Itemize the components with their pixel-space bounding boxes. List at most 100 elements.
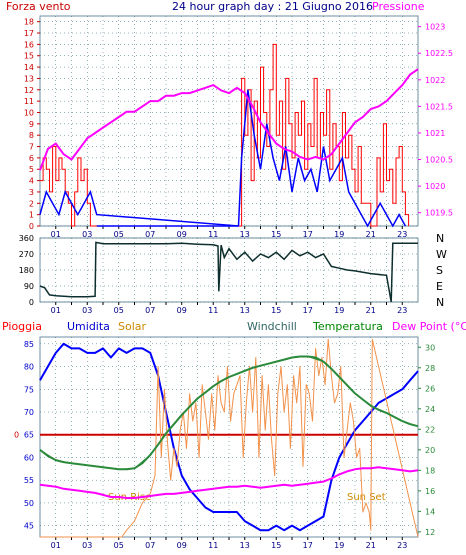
- hour-tick-label: 05: [114, 306, 124, 315]
- hour-tick-label: 03: [82, 541, 92, 550]
- rain-value-label: 0: [14, 431, 19, 440]
- wind-average-line: [39, 89, 407, 228]
- wind-speed-tick-label: 6: [29, 154, 34, 163]
- hour-tick-label: 17: [303, 306, 313, 315]
- hour-tick-label: 13: [240, 306, 250, 315]
- sunset-label: Sun Set: [347, 492, 386, 503]
- humidity-tick-label: 60: [24, 453, 34, 462]
- direction-tick-label: 360: [19, 234, 34, 243]
- solar-label: Solar: [118, 320, 147, 333]
- hour-tick-label: 01: [51, 306, 61, 315]
- pressure-tick-label: 1022: [425, 76, 445, 85]
- hour-tick-label: 11: [208, 306, 218, 315]
- hour-tick-label: 23: [397, 306, 407, 315]
- compass-label: N: [436, 232, 444, 245]
- hour-tick-label: 15: [271, 306, 281, 315]
- humidity-line: [39, 342, 419, 532]
- pressure-tick-label: 1019.5: [425, 209, 453, 218]
- compass-label: N: [436, 296, 444, 309]
- pioggia-label: Pioggia: [2, 320, 42, 333]
- temperatura-label: Temperatura: [312, 320, 383, 333]
- hour-tick-label: 21: [366, 306, 376, 315]
- pressure-line: [39, 68, 419, 171]
- wind-speed-tick-label: 10: [24, 108, 34, 117]
- hour-tick-label: 19: [334, 306, 344, 315]
- wind-speed-tick-label: 8: [29, 131, 34, 140]
- humidity-tick-label: 65: [24, 431, 34, 440]
- wind-direction-line: [39, 241, 418, 303]
- hour-tick-label: 11: [208, 541, 218, 550]
- wind-speed-tick-label: 15: [24, 52, 34, 61]
- hour-tick-label: 09: [177, 306, 187, 315]
- hour-tick-label: 07: [145, 230, 155, 239]
- temperature-tick-label: 24: [425, 405, 435, 414]
- hour-tick-label: 05: [114, 230, 124, 239]
- temperature-tick-label: 26: [425, 384, 435, 393]
- humidity-tick-label: 85: [24, 340, 34, 349]
- hour-tick-label: 11: [208, 230, 218, 239]
- wind-speed-tick-label: 17: [24, 29, 34, 38]
- direction-tick-label: 90: [24, 282, 34, 291]
- wind-speed-tick-label: 7: [29, 143, 34, 152]
- hour-tick-label: 13: [240, 541, 250, 550]
- temperature-tick-label: 16: [425, 487, 435, 496]
- wind-speed-tick-label: 3: [29, 188, 34, 197]
- hour-tick-label: 03: [82, 230, 92, 239]
- umidita-label: Umidita: [67, 320, 110, 333]
- pressure-tick-label: 1021.5: [425, 102, 453, 111]
- temperature-tick-label: 30: [425, 343, 435, 352]
- wind-force-title: Forza vento: [6, 0, 71, 13]
- hour-tick-label: 07: [145, 541, 155, 550]
- humidity-tick-label: 70: [24, 408, 34, 417]
- hour-tick-label: 09: [177, 230, 187, 239]
- pressure-tick-label: 1021: [425, 129, 445, 138]
- wind-speed-tick-label: 0: [29, 222, 34, 231]
- hour-tick-label: 15: [271, 541, 281, 550]
- humidity-tick-label: 45: [24, 522, 34, 531]
- hour-tick-label: 19: [334, 230, 344, 239]
- graph-date-title: 24 hour graph day : 21 Giugno 2016: [172, 0, 373, 13]
- windchill-label: Windchill: [247, 320, 297, 333]
- wind-speed-tick-label: 1: [29, 211, 34, 220]
- wind-speed-tick-label: 4: [29, 177, 34, 186]
- hour-tick-label: 03: [82, 306, 92, 315]
- pressure-tick-label: 1020.5: [425, 156, 453, 165]
- wind-speed-tick-label: 9: [29, 120, 34, 129]
- humidity-tick-label: 75: [24, 385, 34, 394]
- temperature-tick-label: 20: [425, 446, 435, 455]
- hour-tick-label: 01: [51, 541, 61, 550]
- hour-tick-label: 17: [303, 541, 313, 550]
- wind-speed-tick-label: 11: [24, 97, 34, 106]
- hour-tick-label: 09: [177, 541, 187, 550]
- hour-tick-label: 15: [271, 230, 281, 239]
- humidity-tick-label: 50: [24, 499, 34, 508]
- hour-tick-label: 13: [240, 230, 250, 239]
- wind-speed-tick-label: 12: [24, 86, 34, 95]
- compass-label: W: [436, 248, 447, 261]
- humidity-tick-label: 80: [24, 363, 34, 372]
- hour-tick-label: 05: [114, 541, 124, 550]
- direction-tick-label: 0: [29, 298, 34, 307]
- wind-speed-tick-label: 5: [29, 165, 34, 174]
- temperature-line: [39, 356, 419, 470]
- direction-tick-label: 180: [19, 266, 34, 275]
- wind-speed-tick-label: 14: [24, 63, 34, 72]
- temperature-tick-label: 18: [425, 466, 435, 475]
- compass-label: E: [436, 280, 443, 293]
- wind-speed-tick-label: 13: [24, 74, 34, 83]
- hour-tick-label: 21: [366, 230, 376, 239]
- hour-tick-label: 01: [51, 230, 61, 239]
- hour-tick-label: 17: [303, 230, 313, 239]
- hour-tick-label: 19: [334, 541, 344, 550]
- compass-label: S: [436, 264, 443, 277]
- wind-speed-tick-label: 18: [24, 18, 34, 27]
- wind-gust-line: [40, 43, 410, 227]
- humidity-tick-label: 55: [24, 476, 34, 485]
- hour-tick-label: 23: [397, 230, 407, 239]
- dewpoint-line: [39, 466, 419, 499]
- wind-speed-tick-label: 2: [29, 199, 34, 208]
- temperature-tick-label: 22: [425, 425, 435, 434]
- pressure-tick-label: 1020: [425, 182, 445, 191]
- wind-speed-tick-label: 16: [24, 40, 34, 49]
- temperature-tick-label: 12: [425, 528, 435, 537]
